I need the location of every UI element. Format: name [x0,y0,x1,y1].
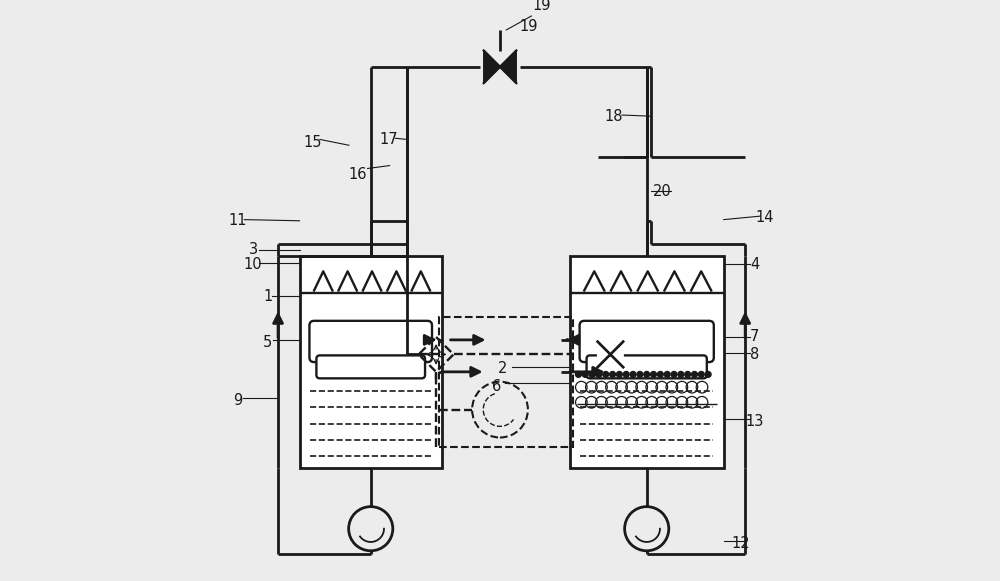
Circle shape [698,371,704,377]
Text: 6: 6 [492,379,502,394]
Text: 19: 19 [520,19,538,34]
Circle shape [644,371,650,377]
Circle shape [582,371,588,377]
Circle shape [589,371,595,377]
Circle shape [685,371,691,377]
Bar [570,256,724,468]
Circle shape [664,371,670,377]
FancyBboxPatch shape [316,356,425,378]
Circle shape [603,371,609,377]
Circle shape [623,371,629,377]
Text: 11: 11 [228,213,247,228]
Text: 12: 12 [732,536,750,551]
Circle shape [610,371,615,377]
Text: 1: 1 [263,289,272,304]
Text: 8: 8 [750,347,759,362]
Text: 15: 15 [304,135,322,150]
FancyBboxPatch shape [587,356,707,378]
Text: 5: 5 [263,335,272,350]
Polygon shape [610,342,623,367]
Text: 14: 14 [755,210,774,225]
Circle shape [637,371,643,377]
Text: 4: 4 [750,257,759,272]
Bar [439,317,573,447]
Circle shape [671,371,677,377]
Text: 2: 2 [498,361,508,376]
Text: 17: 17 [379,132,398,147]
Text: 13: 13 [745,414,764,429]
Circle shape [692,371,697,377]
FancyBboxPatch shape [309,321,432,362]
FancyBboxPatch shape [580,321,714,362]
Circle shape [651,371,656,377]
Circle shape [705,371,711,377]
Text: 7: 7 [750,329,759,345]
Text: 19: 19 [532,0,550,13]
Polygon shape [500,51,516,83]
Circle shape [596,371,602,377]
Polygon shape [484,51,500,83]
Text: 16: 16 [348,167,367,182]
Circle shape [678,371,684,377]
Polygon shape [598,342,610,367]
Circle shape [657,371,663,377]
Text: 18: 18 [604,109,623,124]
Text: 20: 20 [653,184,672,199]
Text: 10: 10 [244,257,262,272]
Text: 9: 9 [233,393,242,408]
Circle shape [630,371,636,377]
Bar [300,256,442,468]
Circle shape [616,371,622,377]
Text: 3: 3 [249,242,258,257]
Circle shape [576,371,581,377]
